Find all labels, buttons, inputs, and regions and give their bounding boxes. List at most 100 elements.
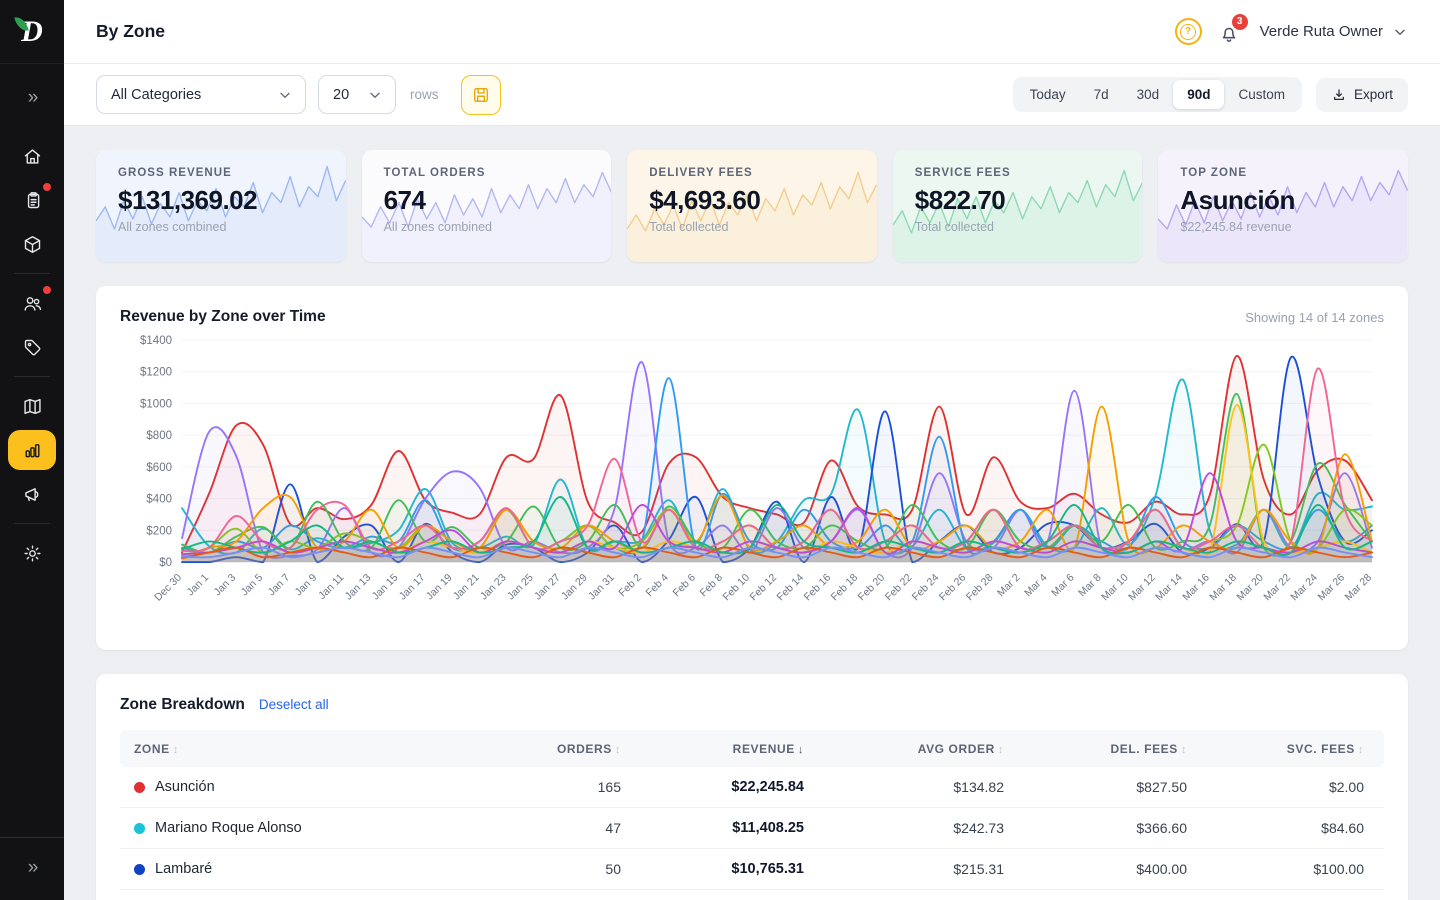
chart-title: Revenue by Zone over Time — [120, 308, 326, 325]
sidebar: D » » — [0, 0, 64, 900]
table-row-mariano-roque-alonso[interactable]: Mariano Roque Alonso 47 $11,408.25 $242.73 $… — [120, 808, 1384, 849]
sidebar-item-tags[interactable] — [8, 327, 56, 367]
stat-value: 674 — [383, 185, 426, 215]
stat-value: $4,693.60 — [649, 185, 761, 215]
chevron-down-icon — [277, 87, 293, 103]
sparkline-chart — [627, 150, 877, 262]
svc-fees-cell: $2.00 — [1328, 779, 1364, 795]
deselect-all-button[interactable]: Deselect all — [258, 697, 329, 712]
stat-subtext: Total collected — [649, 220, 729, 234]
rows-per-page-value: 20 — [333, 86, 350, 103]
revenue-chart-panel: Revenue by Zone over Time Showing 14 of … — [96, 286, 1408, 650]
svg-text:Feb 26: Feb 26 — [937, 572, 969, 604]
sidebar-expand-button[interactable]: » — [8, 78, 56, 118]
bell-icon — [1222, 27, 1235, 42]
download-icon — [1334, 88, 1344, 100]
chart-series-asunci-n — [181, 354, 1373, 554]
range-button-today[interactable]: Today — [1016, 80, 1080, 109]
stat-label: TOTAL ORDERS — [383, 167, 486, 179]
sidebar-item-orders[interactable] — [8, 180, 56, 220]
svg-text:Mar 16: Mar 16 — [1180, 572, 1212, 604]
sort-icon: ↕ — [1180, 743, 1187, 756]
logo-letter: D — [21, 14, 43, 48]
column-header-orders[interactable]: ORDERS ↕ — [511, 742, 641, 756]
sidebar-item-settings[interactable] — [8, 533, 56, 573]
range-button-7d[interactable]: 7d — [1080, 80, 1123, 109]
stat-label: DELIVERY FEES — [649, 167, 753, 179]
main-content[interactable]: GROSS REVENUE $131,369.02 All zones combin… — [64, 126, 1440, 900]
svg-text:$1000: $1000 — [140, 398, 172, 410]
zone-table-header: ZONE ↕ ORDERS ↕ REVENUE ↓ AVG ORDER ↕ DEL. FEES ↕… — [120, 730, 1384, 767]
stat-label: TOP ZONE — [1180, 167, 1248, 179]
svg-text:$600: $600 — [146, 462, 172, 474]
zone-cell: Asunción — [120, 779, 511, 795]
column-header-del-fees[interactable]: DEL. FEES ↕ — [1024, 742, 1207, 756]
column-header-zone[interactable]: ZONE ↕ — [120, 742, 511, 756]
page-title: By Zone — [96, 21, 166, 41]
column-header-svc-fees[interactable]: SVC. FEES ↕ — [1207, 742, 1384, 756]
svg-text:Mar 12: Mar 12 — [1126, 572, 1158, 604]
save-icon — [473, 87, 488, 102]
zone-breakdown-panel: Zone Breakdown Deselect all ZONE ↕ ORDERS ↕… — [96, 674, 1408, 900]
stat-value: $131,369.02 — [118, 185, 258, 215]
svg-text:Jan 9: Jan 9 — [293, 572, 320, 599]
rows-per-page-select[interactable]: 20 — [318, 75, 396, 114]
del-fees-cell: $366.60 — [1136, 820, 1187, 836]
range-button-90d[interactable]: 90d — [1173, 80, 1225, 109]
column-label: AVG ORDER — [917, 741, 995, 756]
sidebar-item-customers[interactable] — [8, 283, 56, 323]
notifications-button[interactable]: 3 — [1218, 13, 1248, 45]
table-row-lambar-[interactable]: Lambaré 50 $10,765.31 $215.31 $400.00 $100.00 — [120, 849, 1384, 890]
sidebar-item-marketing[interactable] — [8, 474, 56, 514]
stat-value: Asunción — [1180, 185, 1295, 215]
orders-cell: 50 — [605, 861, 621, 877]
svg-text:Jan 11: Jan 11 — [316, 572, 346, 602]
stat-card-service-fees: SERVICE FEES $822.70 Total collected — [892, 150, 1143, 262]
save-view-button[interactable] — [460, 74, 501, 115]
sidebar-group-divider — [14, 376, 50, 377]
revenue-line-chart: $0 $200 $400 $600 $800 $1000 $1200 $1400 Dec 30 J… — [120, 330, 1384, 628]
zone-name: Lambaré — [155, 861, 213, 877]
svg-text:Feb 24: Feb 24 — [910, 572, 942, 604]
sort-icon: ↕ — [614, 743, 621, 756]
stat-subtext: $22,245.84 revenue — [1180, 220, 1292, 234]
date-range-segmented-control: Today 7d 30d 90d Custom — [1012, 77, 1302, 112]
chart-series-zone-14 — [181, 546, 1373, 559]
export-button[interactable]: Export — [1315, 77, 1408, 112]
svg-text:Jan 3: Jan 3 — [212, 572, 239, 599]
svg-text:Mar 24: Mar 24 — [1288, 572, 1320, 604]
svg-text:Jan 23: Jan 23 — [478, 572, 509, 603]
svg-text:Mar 6: Mar 6 — [1049, 572, 1077, 600]
svg-text:Feb 12: Feb 12 — [748, 572, 780, 604]
range-button-30d[interactable]: 30d — [1123, 80, 1174, 109]
svg-text:Mar 10: Mar 10 — [1099, 572, 1131, 604]
sidebar-collapse-button[interactable]: » — [8, 848, 56, 888]
table-row-asunci-n[interactable]: Asunción 165 $22,245.84 $134.82 $827.50 $2.00 — [120, 767, 1384, 808]
stat-value: $822.70 — [914, 185, 1006, 215]
sidebar-item-map[interactable] — [8, 386, 56, 426]
sidebar-item-home[interactable] — [8, 136, 56, 176]
column-header-avg-order[interactable]: AVG ORDER ↕ — [824, 742, 1024, 756]
column-label: ORDERS — [556, 741, 612, 756]
app-logo[interactable]: D — [0, 0, 64, 64]
svg-text:Mar 28: Mar 28 — [1343, 572, 1375, 604]
svg-text:Jan 29: Jan 29 — [559, 572, 590, 603]
sidebar-item-analytics[interactable] — [8, 430, 56, 470]
range-button-custom[interactable]: Custom — [1224, 80, 1299, 109]
svg-text:Feb 10: Feb 10 — [720, 572, 752, 604]
sidebar-item-products[interactable] — [8, 224, 56, 264]
svg-text:$800: $800 — [146, 430, 172, 442]
svg-text:Jan 25: Jan 25 — [505, 572, 536, 603]
help-button[interactable]: ? — [1174, 18, 1202, 45]
sidebar-nav — [0, 134, 64, 575]
svg-text:Jan 21: Jan 21 — [451, 572, 482, 603]
category-select[interactable]: All Categories — [96, 75, 306, 114]
sparkline-chart — [1158, 150, 1408, 262]
table-title: Zone Breakdown — [120, 696, 245, 713]
sidebar-group-divider — [14, 523, 50, 524]
user-menu-button[interactable]: Verde Ruta Owner — [1260, 23, 1408, 40]
column-header-revenue[interactable]: REVENUE ↓ — [641, 742, 824, 756]
svg-text:$400: $400 — [146, 494, 172, 506]
question-mark-icon: ? — [1180, 23, 1197, 40]
